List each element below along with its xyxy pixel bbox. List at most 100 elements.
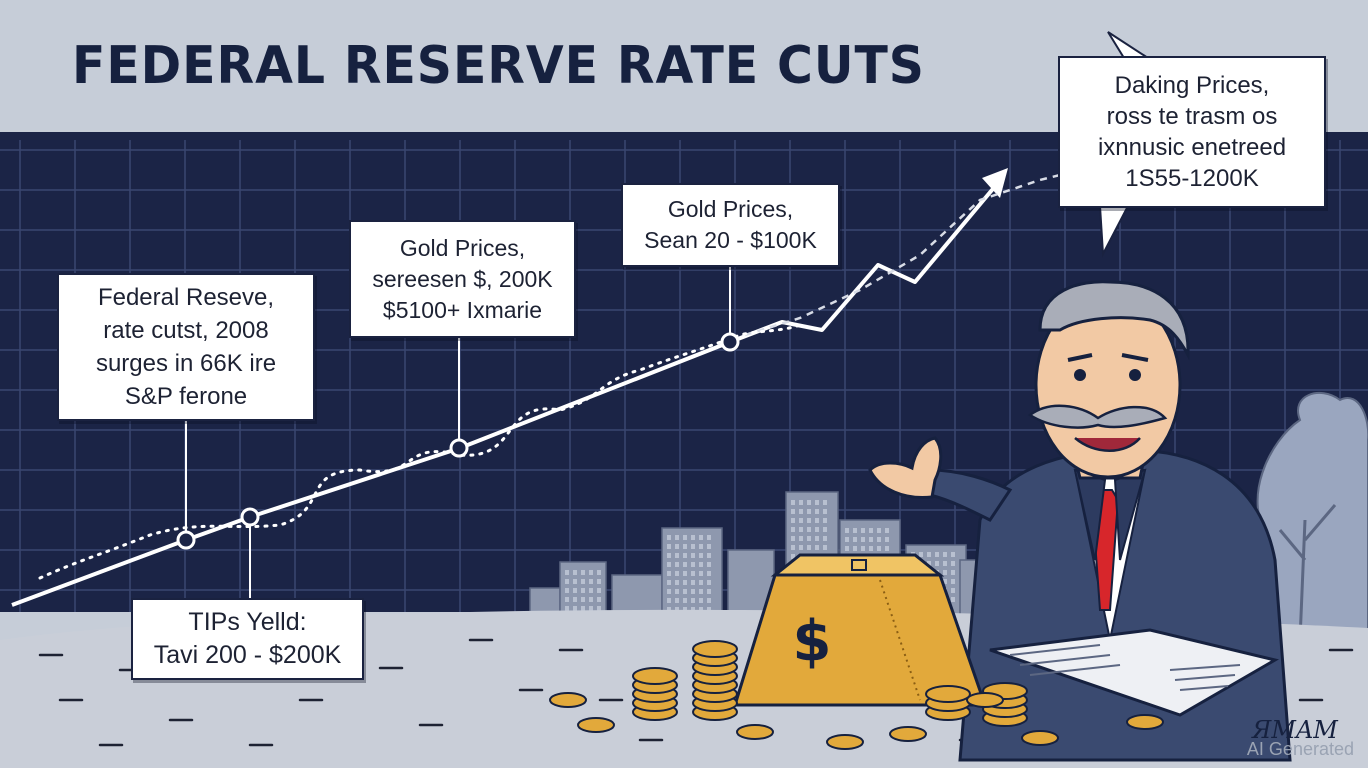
window xyxy=(675,580,679,585)
window xyxy=(707,562,711,567)
coin-stack-icon xyxy=(549,640,1164,750)
window xyxy=(845,528,849,533)
window xyxy=(581,570,585,575)
window xyxy=(823,536,827,541)
window xyxy=(683,553,687,558)
window xyxy=(845,537,849,542)
newspaper-icon xyxy=(989,628,1280,717)
window xyxy=(699,562,703,567)
window xyxy=(707,544,711,549)
window xyxy=(683,589,687,594)
window xyxy=(927,552,931,557)
window xyxy=(943,579,947,584)
window xyxy=(683,580,687,585)
window xyxy=(581,579,585,584)
window xyxy=(675,571,679,576)
window xyxy=(877,546,881,551)
window xyxy=(565,570,569,575)
window xyxy=(885,546,889,551)
window xyxy=(597,579,601,584)
window xyxy=(799,509,803,514)
window xyxy=(791,518,795,523)
data-point-markers xyxy=(176,332,740,550)
window xyxy=(565,597,569,602)
window xyxy=(815,509,819,514)
window xyxy=(683,544,687,549)
window xyxy=(951,561,955,566)
coin xyxy=(577,717,615,733)
callout-line: Federal Reseve, xyxy=(97,284,275,311)
window xyxy=(951,597,955,602)
window xyxy=(597,570,601,575)
window xyxy=(675,598,679,603)
window xyxy=(799,518,803,523)
window xyxy=(845,546,849,551)
watermark: AI Generated xyxy=(1246,739,1354,759)
window xyxy=(597,597,601,602)
speech-line: 1S55-1200K xyxy=(1125,165,1259,192)
callout-line: Gold Prices, xyxy=(399,234,526,261)
window xyxy=(675,553,679,558)
window xyxy=(699,544,703,549)
window xyxy=(691,562,695,567)
speech-line: Daking Prices, xyxy=(1114,72,1270,99)
window xyxy=(791,554,795,559)
window xyxy=(675,562,679,567)
window xyxy=(823,545,827,550)
window xyxy=(691,535,695,540)
speech-line: ross te trasm os xyxy=(1106,103,1278,130)
window xyxy=(597,588,601,593)
window xyxy=(597,606,601,611)
window xyxy=(869,537,873,542)
window xyxy=(807,518,811,523)
window xyxy=(691,607,695,612)
window xyxy=(581,588,585,593)
window xyxy=(799,545,803,550)
window xyxy=(853,546,857,551)
window xyxy=(951,552,955,557)
window xyxy=(861,528,865,533)
window xyxy=(807,536,811,541)
window xyxy=(807,509,811,514)
window xyxy=(667,562,671,567)
callout-connectors xyxy=(185,267,731,598)
window xyxy=(791,509,795,514)
window xyxy=(815,536,819,541)
window xyxy=(951,570,955,575)
window xyxy=(675,544,679,549)
window xyxy=(853,528,857,533)
window xyxy=(573,570,577,575)
window xyxy=(683,535,687,540)
coin xyxy=(692,640,738,658)
window xyxy=(691,598,695,603)
window xyxy=(691,589,695,594)
window xyxy=(691,571,695,576)
window xyxy=(589,570,593,575)
window xyxy=(667,580,671,585)
window xyxy=(683,598,687,603)
window xyxy=(573,588,577,593)
window xyxy=(707,535,711,540)
window xyxy=(667,535,671,540)
window xyxy=(935,561,939,566)
window xyxy=(667,571,671,576)
speech-line: ixnnusic enetreed xyxy=(1097,134,1287,161)
coin xyxy=(736,724,774,740)
callout-line: sereesen $, 200K xyxy=(372,265,553,292)
window xyxy=(885,537,889,542)
window xyxy=(565,606,569,611)
window xyxy=(919,552,923,557)
window xyxy=(869,528,873,533)
window xyxy=(691,580,695,585)
coin xyxy=(889,726,927,742)
window xyxy=(823,509,827,514)
window xyxy=(565,588,569,593)
window xyxy=(675,589,679,594)
window xyxy=(707,571,711,576)
window xyxy=(791,500,795,505)
window xyxy=(573,606,577,611)
window xyxy=(691,553,695,558)
callout-gold-prices-1: Gold Prices, sereesen $, 200K $5100+ Ixm… xyxy=(349,220,576,338)
window xyxy=(699,580,703,585)
window xyxy=(589,606,593,611)
